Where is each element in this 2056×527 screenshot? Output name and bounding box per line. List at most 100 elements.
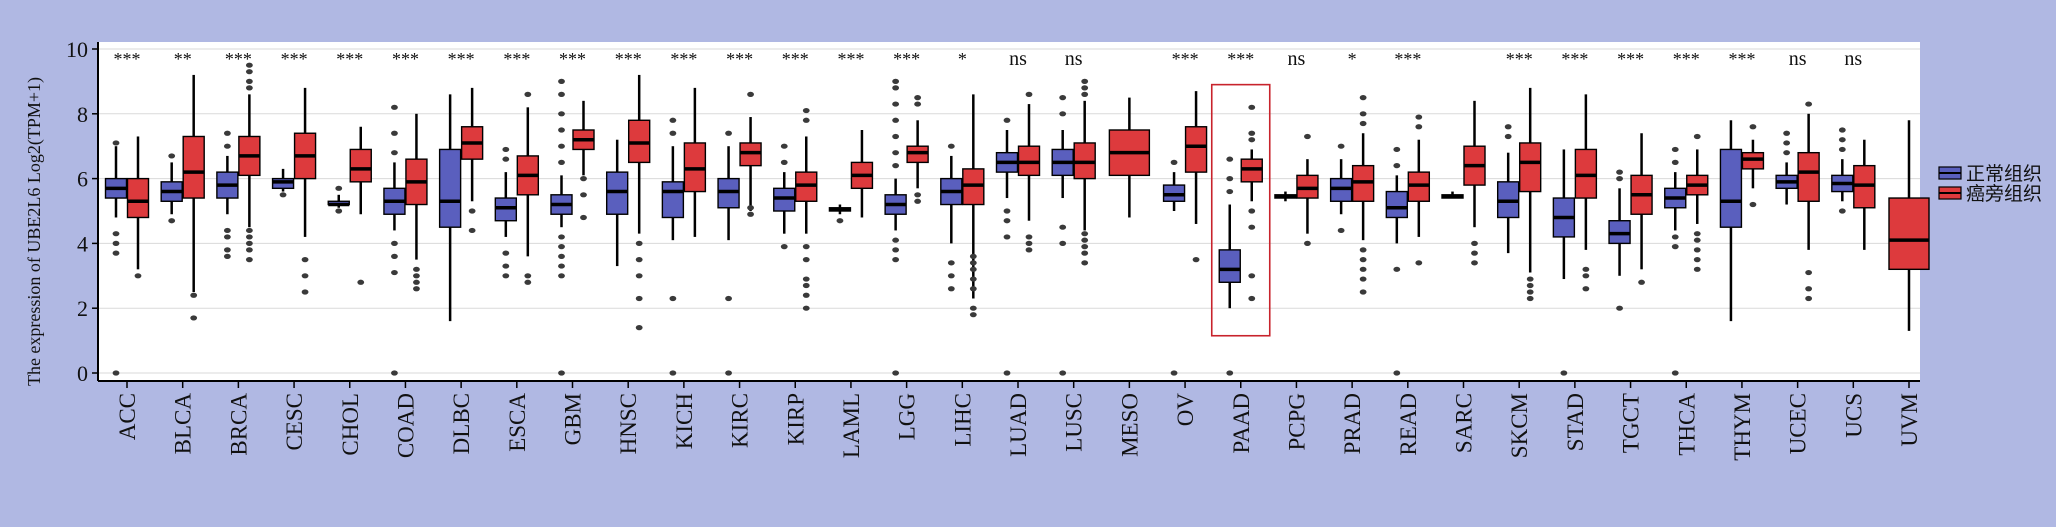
legend-label: 正常组织	[1966, 163, 2042, 185]
x-tick-label-kirc: KIRC	[728, 393, 753, 448]
outlier-point	[635, 325, 643, 331]
significance-label: ***	[1617, 49, 1644, 69]
outlier-point	[190, 315, 198, 321]
outlier-point	[1359, 120, 1367, 127]
outlier-point	[725, 370, 732, 376]
x-tick-label-laml: LAML	[839, 393, 864, 458]
significance-label: ***	[448, 49, 475, 69]
box-dlbc-paracancer	[460, 87, 484, 234]
significance-label: ns	[1009, 48, 1027, 70]
box-lusc-normal	[1051, 95, 1074, 376]
outlier-point	[502, 156, 510, 162]
outlier-point	[1582, 266, 1590, 272]
box-pcpg-paracancer	[1296, 133, 1319, 246]
outlier-point	[1226, 176, 1234, 182]
x-tick-label-stad: STAD	[1563, 393, 1588, 451]
outlier-point	[969, 286, 977, 292]
outlier-point	[747, 211, 754, 217]
box-luad-paracancer	[1017, 91, 1041, 253]
outlier-point	[413, 273, 420, 279]
outlier-point	[391, 253, 398, 259]
outlier-point	[1359, 257, 1367, 263]
outlier-point	[558, 159, 565, 165]
significance-label: ***	[615, 49, 642, 69]
box-lgg-normal	[884, 78, 907, 376]
box-esca-paracancer	[516, 91, 540, 285]
x-tick-label-coad: COAD	[393, 393, 418, 458]
box-kich-normal	[661, 117, 685, 376]
box-body	[126, 177, 150, 219]
outlier-point	[1359, 95, 1367, 101]
box-lihc-paracancer	[962, 94, 985, 318]
significance-label: ***	[782, 49, 809, 69]
box-sarc-paracancer	[1463, 100, 1486, 266]
box-cesc-paracancer	[293, 87, 317, 295]
outlier-point	[391, 130, 398, 136]
outlier-point	[1393, 266, 1401, 272]
outlier-point	[1081, 78, 1089, 84]
box-ucs-normal	[1831, 127, 1854, 214]
significance-label: ns	[1789, 48, 1807, 70]
outlier-point	[112, 231, 120, 237]
outlier-point	[914, 198, 922, 204]
outlier-point	[1526, 276, 1534, 282]
box-uvm-paracancer	[1888, 120, 1930, 331]
x-tick-label-meso: MESO	[1117, 393, 1142, 457]
outlier-point	[892, 101, 900, 107]
outlier-point	[892, 237, 900, 243]
outlier-point	[802, 305, 810, 311]
outlier-point	[802, 257, 810, 263]
outlier-point	[1059, 370, 1067, 376]
box-read-paracancer	[1407, 114, 1431, 266]
outlier-point	[1025, 240, 1033, 246]
outlier-point	[1638, 279, 1645, 285]
outlier-point	[1582, 286, 1590, 292]
significance-label: *	[1348, 49, 1357, 69]
x-tick-label-uvm: UVM	[1897, 393, 1922, 447]
outlier-point	[1749, 124, 1757, 130]
outlier-point	[502, 273, 510, 279]
significance-label: ***	[670, 49, 697, 69]
box-body	[1385, 190, 1409, 219]
outlier-point	[635, 273, 643, 279]
outlier-point	[168, 218, 176, 224]
box-stad-paracancer	[1574, 94, 1598, 292]
outlier-point	[1616, 305, 1623, 311]
box-ucec-normal	[1775, 130, 1798, 205]
outlier-point	[413, 286, 420, 292]
x-tick-label-esca: ESCA	[505, 393, 530, 452]
box-paad-normal	[1218, 156, 1241, 376]
outlier-point	[1783, 140, 1791, 146]
significance-label: ***	[114, 49, 141, 69]
outlier-point	[1248, 104, 1256, 110]
outlier-point	[1415, 114, 1423, 120]
outlier-point	[1415, 260, 1423, 266]
outlier-point	[112, 140, 120, 146]
x-tick-label-blca: BLCA	[171, 393, 196, 455]
outlier-point	[112, 240, 120, 246]
outlier-point	[892, 117, 900, 123]
outlier-point	[780, 143, 788, 149]
outlier-point	[1693, 133, 1701, 140]
outlier-point	[1304, 133, 1311, 140]
box-ov-normal	[1162, 159, 1186, 376]
outlier-point	[357, 279, 365, 285]
outlier-point	[1081, 85, 1089, 91]
outlier-point	[580, 192, 587, 198]
outlier-point	[1805, 101, 1813, 107]
outlier-point	[1170, 159, 1178, 165]
box-gbm-normal	[550, 78, 573, 376]
outlier-point	[558, 244, 565, 250]
outlier-point	[947, 286, 955, 292]
significance-label: ***	[281, 49, 308, 69]
outlier-point	[558, 253, 565, 259]
x-tick-label-paad: PAAD	[1229, 393, 1254, 454]
outlier-point	[1337, 227, 1345, 234]
x-tick-label-prad: PRAD	[1340, 393, 1365, 454]
box-laml-paracancer	[850, 130, 874, 218]
box-body	[438, 148, 462, 228]
box-body	[1797, 151, 1820, 202]
outlier-point	[669, 370, 677, 376]
outlier-point	[1025, 234, 1033, 240]
